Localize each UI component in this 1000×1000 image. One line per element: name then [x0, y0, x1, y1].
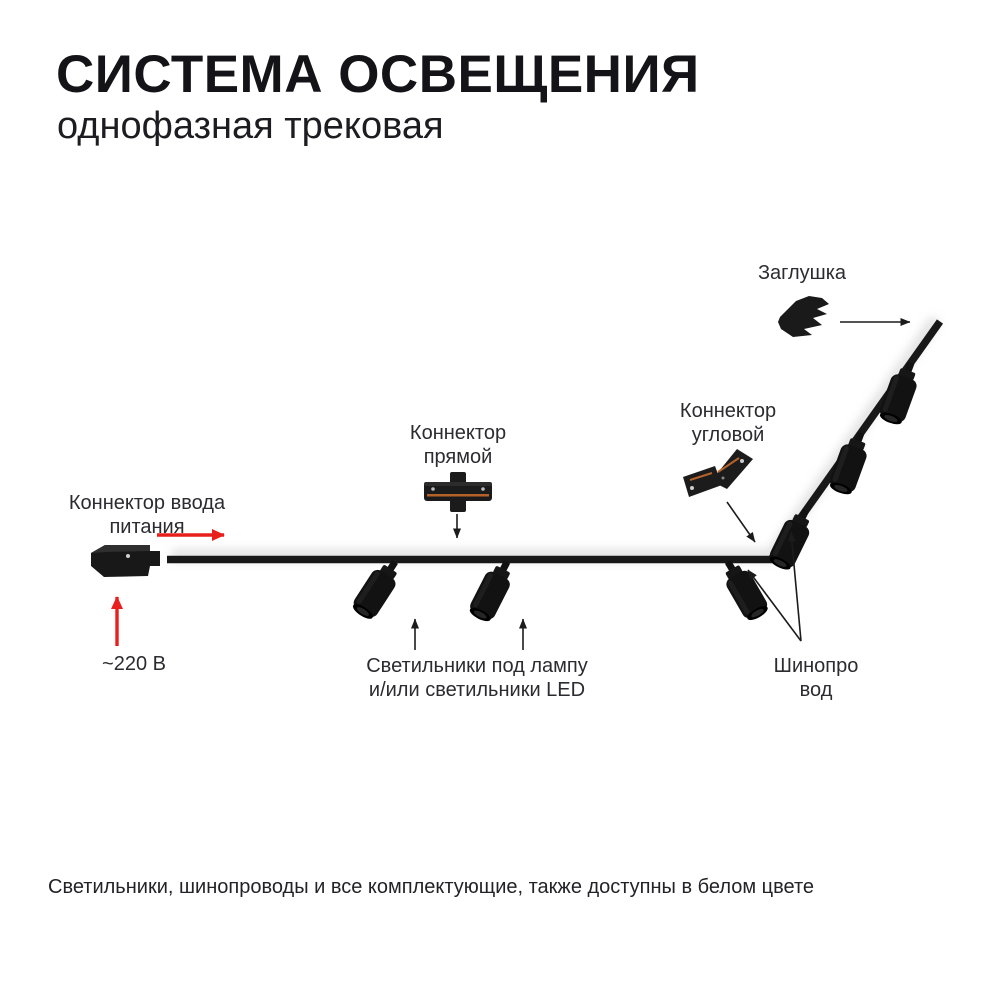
label-corner-connector: Коннектор угловой [679, 400, 777, 446]
end-cap-icon [778, 296, 829, 337]
label-power-input: Коннектор ввода питания [68, 492, 226, 538]
spotlight-2 [469, 560, 511, 622]
spotlight-6 [769, 508, 810, 570]
arrow-busbar-to-horizontal-track [747, 569, 802, 642]
label-end-cap: Заглушка [757, 262, 847, 284]
label-busbar: Шинопро вод [773, 655, 859, 701]
spotlight-5 [829, 431, 867, 495]
straight-connector-icon [424, 472, 492, 512]
spotlight-3 [724, 560, 768, 621]
power-input-connector-icon [91, 545, 160, 577]
track-halo [172, 315, 941, 561]
arrow-corner-connector-to-corner [726, 501, 756, 543]
busbar-track [167, 319, 944, 564]
page-subtitle: однофазная трековая [57, 105, 444, 147]
label-voltage: ~220 В [102, 653, 166, 675]
footer-note: Светильники, шинопроводы и все комплекту… [48, 876, 815, 898]
page-title: СИСТЕМА ОСВЕЩЕНИЯ [56, 45, 700, 104]
spotlight-4 [879, 361, 917, 425]
label-straight-connector: Коннектор прямой [409, 422, 507, 468]
arrow-busbar-to-angled-track [787, 531, 802, 642]
label-lights: Светильники под лампу и/или светильники … [366, 655, 588, 701]
corner-connector-icon [683, 449, 753, 497]
spotlight-1 [352, 560, 398, 619]
